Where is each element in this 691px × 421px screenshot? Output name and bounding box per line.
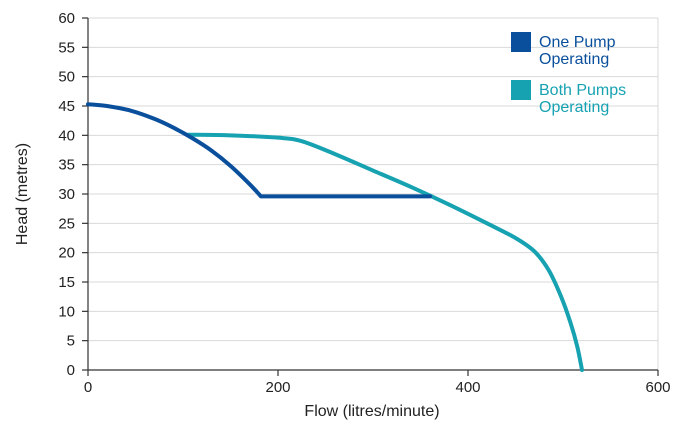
legend-label-one-pump-line-1: One Pump: [539, 34, 616, 51]
y-tick-label-30: 30: [58, 186, 75, 203]
y-tick-label-0: 0: [67, 362, 75, 379]
axes: [82, 17, 659, 376]
y-tick-label-45: 45: [58, 98, 75, 115]
y-tick-label-5: 5: [67, 333, 75, 350]
x-tick-label-200: 200: [265, 379, 290, 396]
series-lines: [86, 102, 584, 372]
legend-swatch-one-pump: [511, 32, 531, 52]
x-axis-title: Flow (litres/minute): [304, 403, 439, 420]
legend-label-both-pumps-line-1: Both Pumps: [539, 82, 626, 99]
y-tick-label-35: 35: [58, 157, 75, 174]
y-tick-label-60: 60: [58, 10, 75, 27]
y-tick-label-15: 15: [58, 274, 75, 291]
y-tick-label-50: 50: [58, 69, 75, 86]
series-line-both-pumps: [185, 132, 584, 372]
gridlines: [88, 17, 659, 370]
x-tick-label-600: 600: [645, 379, 670, 396]
y-tick-label-20: 20: [58, 245, 75, 262]
legend-swatch-both-pumps: [511, 80, 531, 100]
y-axis-title: Head (metres): [14, 143, 31, 245]
x-tick-label-400: 400: [455, 379, 480, 396]
legend-label-one-pump-line-2: Operating: [539, 51, 609, 68]
y-tick-label-55: 55: [58, 39, 75, 56]
y-tick-label-25: 25: [58, 215, 75, 232]
series-line-one-pump: [86, 102, 432, 199]
x-tick-label-0: 0: [84, 379, 92, 396]
y-tick-label-10: 10: [58, 303, 75, 320]
legend-label-both-pumps-line-2: Operating: [539, 99, 609, 116]
y-tick-label-40: 40: [58, 127, 75, 144]
